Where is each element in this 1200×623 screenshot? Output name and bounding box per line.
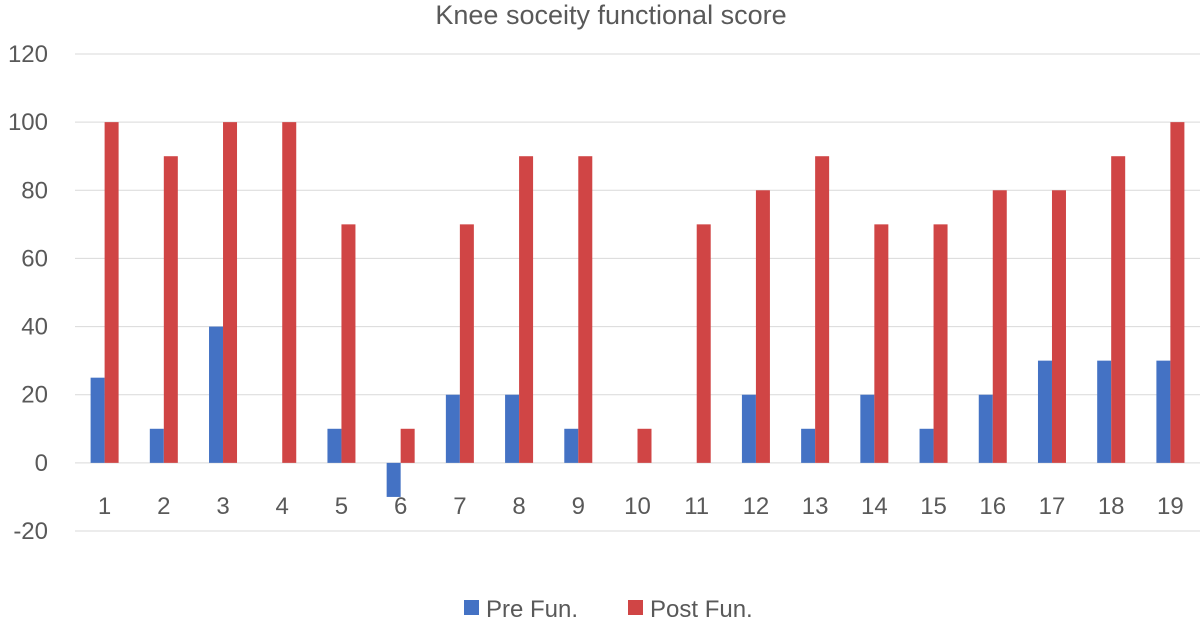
y-tick-label: 40 (21, 314, 48, 341)
bar-pre-14 (860, 394, 875, 463)
bar-post-2 (163, 156, 178, 463)
x-tick-label: 12 (743, 493, 770, 520)
bar-pre-19 (1156, 360, 1171, 463)
x-axis-ticks: 1 2 3 4 5 6 7 8 9 10 11 12 13 14 15 16 17 18 19 (98, 493, 1184, 520)
bar-post-5 (341, 224, 356, 463)
legend-item-post[interactable]: Post Fun. (628, 596, 753, 623)
bar-pre-5 (327, 428, 342, 463)
bar-pre-13 (801, 428, 816, 463)
x-tick-label: 15 (920, 493, 947, 520)
x-tick-label: 19 (1157, 493, 1184, 520)
bar-post-10 (637, 428, 652, 463)
bar-post-11 (696, 224, 711, 463)
x-tick-label: 13 (802, 493, 829, 520)
x-tick-label: 11 (684, 493, 709, 520)
bar-post-14 (874, 224, 889, 463)
bar-post-17 (1051, 190, 1066, 463)
bar-post-19 (1170, 122, 1185, 463)
chart-title: Knee soceity functional score (435, 0, 786, 30)
legend[interactable]: Pre Fun. Post Fun. (464, 596, 753, 623)
bar-pre-7 (445, 394, 460, 463)
bar-post-13 (815, 156, 830, 463)
bar-pre-15 (919, 428, 934, 463)
y-tick-label: 20 (21, 382, 48, 409)
x-tick-label: 2 (157, 493, 170, 520)
x-tick-label: 10 (624, 493, 651, 520)
bar-pre-8 (505, 394, 520, 463)
bar-pre-9 (564, 428, 579, 463)
bar-pre-2 (149, 428, 164, 463)
x-tick-label: 1 (98, 493, 111, 520)
bar-pre-1 (90, 377, 105, 463)
bar-post-8 (519, 156, 534, 463)
bar-pre-6 (386, 462, 401, 497)
bar-post-18 (1111, 156, 1126, 463)
bar-pre-12 (741, 394, 756, 463)
gridlines (75, 53, 1200, 532)
x-tick-label: 9 (572, 493, 585, 520)
legend-label: Pre Fun. (486, 596, 578, 623)
bar-post-9 (578, 156, 593, 463)
y-tick-label: -20 (13, 518, 48, 545)
bar-pre-3 (209, 326, 224, 463)
legend-swatch (628, 600, 643, 615)
x-tick-label: 6 (394, 493, 407, 520)
legend-item-pre[interactable]: Pre Fun. (464, 596, 578, 623)
x-tick-label: 7 (453, 493, 466, 520)
legend-label: Post Fun. (650, 596, 753, 623)
y-tick-label: 0 (35, 450, 48, 477)
bar-post-3 (223, 122, 238, 463)
bar-pre-17 (1037, 360, 1052, 463)
bars (90, 122, 1185, 497)
y-tick-label: 60 (21, 245, 48, 272)
bar-pre-16 (978, 394, 993, 463)
x-tick-label: 16 (979, 493, 1006, 520)
bar-post-15 (933, 224, 948, 463)
bar-post-6 (400, 428, 415, 463)
bar-post-12 (755, 190, 770, 463)
bar-post-16 (992, 190, 1007, 463)
x-tick-label: 18 (1098, 493, 1125, 520)
x-tick-label: 17 (1039, 493, 1066, 520)
y-axis-ticks: -20 0 20 40 60 80 100 120 (8, 41, 48, 545)
y-tick-label: 120 (8, 41, 48, 68)
legend-swatch (464, 600, 479, 615)
bar-pre-18 (1097, 360, 1112, 463)
x-tick-label: 5 (335, 493, 348, 520)
y-tick-label: 100 (8, 109, 48, 136)
x-tick-label: 14 (861, 493, 888, 520)
x-tick-label: 3 (216, 493, 229, 520)
bar-post-4 (282, 122, 297, 463)
y-tick-label: 80 (21, 177, 48, 204)
x-tick-label: 8 (512, 493, 525, 520)
bar-post-7 (459, 224, 474, 463)
x-tick-label: 4 (276, 493, 289, 520)
bar-post-1 (104, 122, 119, 463)
